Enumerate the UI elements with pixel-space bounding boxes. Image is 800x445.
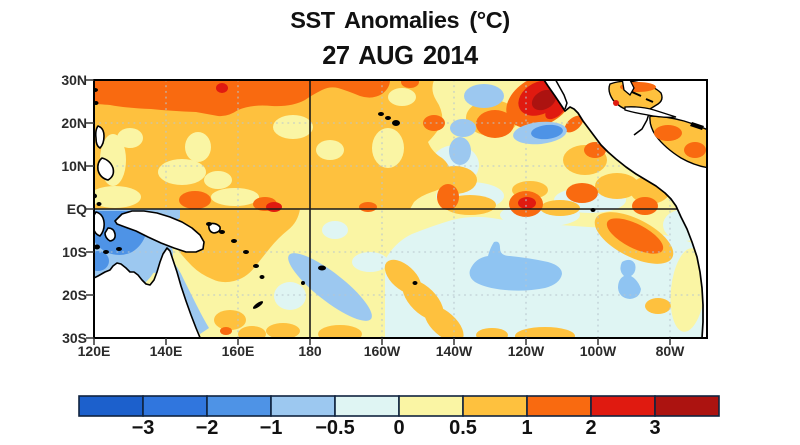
svg-text:−0.5: −0.5 (315, 417, 354, 439)
svg-text:1: 1 (521, 417, 532, 439)
svg-text:−1: −1 (260, 417, 283, 439)
svg-text:EQ: EQ (67, 201, 87, 217)
svg-text:120W: 120W (508, 343, 545, 359)
svg-text:10N: 10N (61, 158, 87, 174)
svg-text:80W: 80W (656, 343, 686, 359)
svg-text:100W: 100W (580, 343, 617, 359)
svg-text:180: 180 (298, 343, 322, 359)
svg-text:−2: −2 (196, 417, 219, 439)
svg-text:SST Anomalies (°C): SST Anomalies (°C) (290, 7, 510, 33)
svg-text:140W: 140W (436, 343, 473, 359)
svg-text:120E: 120E (78, 343, 111, 359)
svg-text:27 AUG 2014: 27 AUG 2014 (322, 42, 479, 70)
svg-text:30S: 30S (62, 330, 87, 346)
svg-text:10S: 10S (62, 244, 87, 260)
svg-text:−3: −3 (132, 417, 155, 439)
svg-text:20N: 20N (61, 115, 87, 131)
svg-text:160E: 160E (222, 343, 255, 359)
svg-text:20S: 20S (62, 287, 87, 303)
svg-text:30N: 30N (61, 72, 87, 88)
svg-text:0.5: 0.5 (449, 417, 477, 439)
svg-text:160W: 160W (364, 343, 401, 359)
svg-text:2: 2 (585, 417, 596, 439)
svg-text:140E: 140E (150, 343, 183, 359)
svg-text:0: 0 (393, 417, 404, 439)
svg-text:3: 3 (649, 417, 660, 439)
